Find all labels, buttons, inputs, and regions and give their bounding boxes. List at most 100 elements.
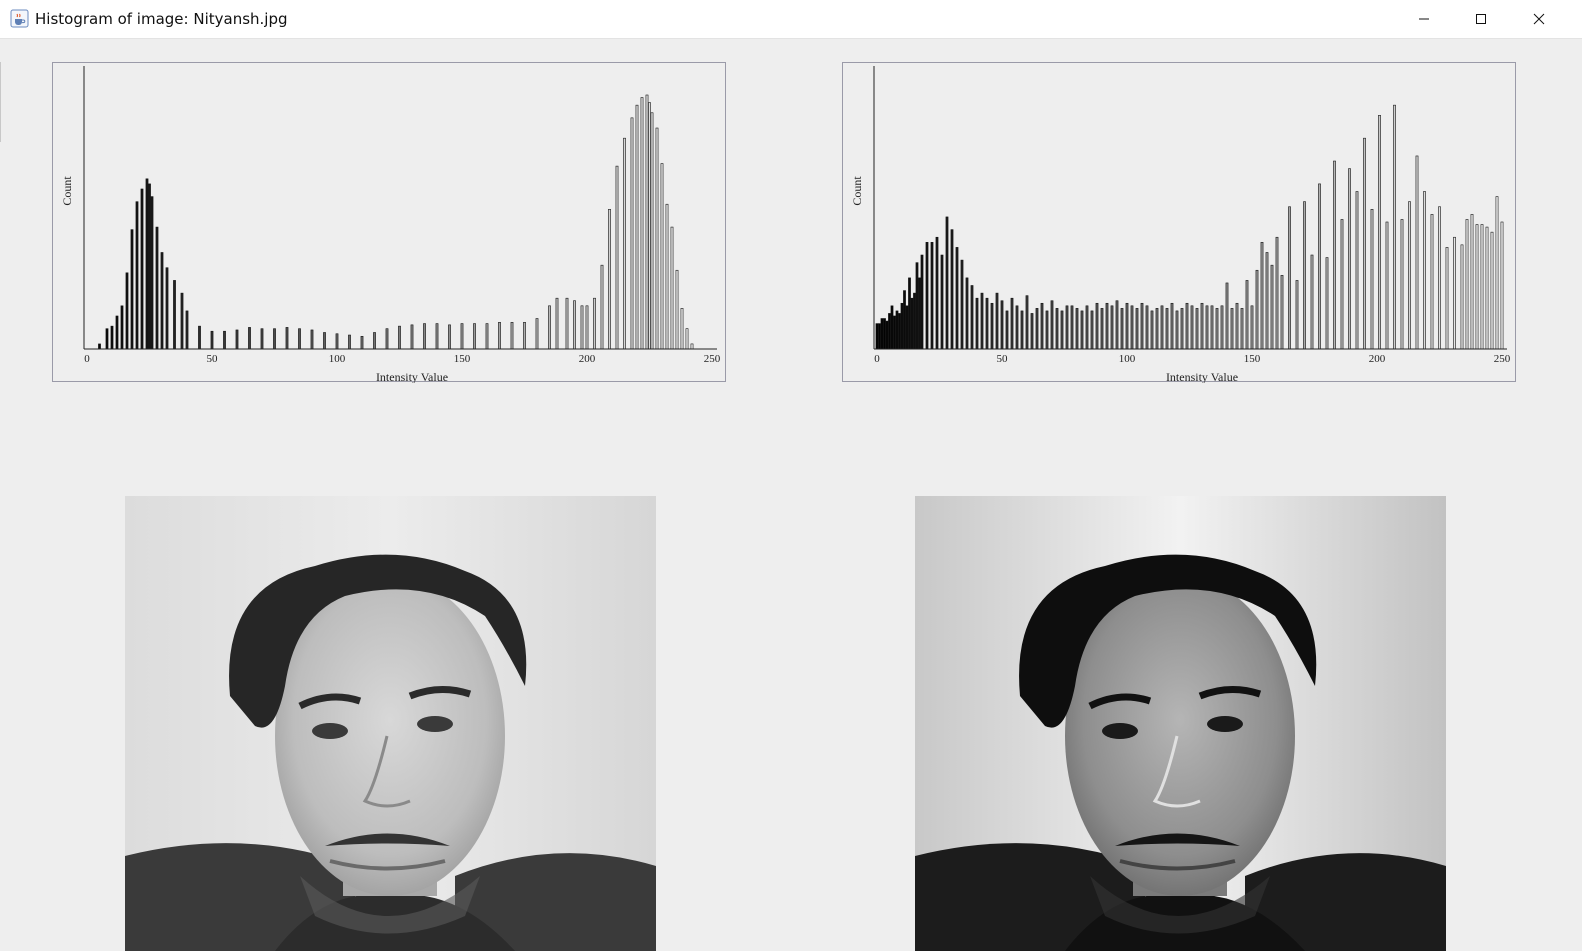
histogram-bar [1015,305,1019,350]
close-icon [1533,13,1545,25]
histogram-bar [165,267,169,350]
histogram-bar [1465,219,1469,350]
histogram-bar [623,137,626,350]
histogram-bar [130,229,134,350]
histogram-bar [148,183,151,350]
histogram-bar [1160,305,1164,350]
histogram-bar [565,297,569,350]
histogram-bar [473,323,476,350]
histogram-bar [995,292,999,350]
histogram-bar [585,305,589,350]
histogram-bar [155,226,159,350]
x-tick-label: 250 [704,353,721,365]
original-histogram-panel: 0 50 100 150 200 250 Intensity Value Count [52,62,726,383]
histogram-bar [965,277,969,350]
histogram-bar [985,297,989,350]
histogram-bar [1500,221,1504,350]
histogram-bar [1280,275,1284,350]
histogram-bar [1415,155,1419,350]
histogram-bar [1000,300,1004,350]
histogram-bar [900,302,904,350]
y-axis-label: Count [850,176,864,206]
x-tick-label: 100 [1119,353,1136,365]
histogram-bar [1090,310,1094,350]
histogram-bar [1175,310,1179,350]
minimize-icon [1419,18,1429,20]
histogram-bar [1370,209,1374,350]
histogram-bar [1095,302,1099,350]
histogram-bar [548,305,551,350]
histogram-bar [1110,305,1114,350]
java-coffee-cup-icon [10,9,29,28]
original-histogram-chart: 0 50 100 150 200 250 Intensity Value Count [60,66,721,383]
histogram-bar [908,277,911,350]
histogram-bar [1235,302,1239,350]
histogram-bar [125,272,129,350]
title-bar: Histogram of image: Nityansh.jpg [0,0,1582,39]
histogram-bar [1010,297,1014,350]
x-tick-label: 100 [329,353,346,365]
histogram-bar [1080,310,1084,350]
histogram-bar [223,330,226,350]
x-tick-label: 200 [579,353,596,365]
histogram-bar [1333,160,1336,350]
histogram-bar [348,334,351,350]
histogram-bar [918,277,921,350]
histogram-bar [398,325,401,350]
histogram-bar [323,332,326,350]
histogram-bar [105,328,109,350]
histogram-bar [385,328,389,350]
x-tick-label: 250 [1494,353,1511,365]
close-button[interactable] [1510,0,1568,38]
histogram-bar [648,102,651,350]
histogram-bar [1495,196,1499,350]
histogram-bar [608,209,611,350]
histogram-bar [1453,236,1456,350]
histogram-bar [1430,214,1434,350]
histogram-bar [1030,313,1034,350]
histogram-bar [675,269,679,350]
histogram-bar [1100,308,1104,350]
histogram-bar [665,203,669,350]
histogram-bar [335,333,339,350]
histogram-bar [1045,310,1049,350]
equalized-histogram-panel: 0 50 100 150 200 250 Intensity Value Count [842,62,1516,383]
x-tick-label: 0 [84,353,90,365]
x-tick-label: 0 [874,353,880,365]
histogram-bar [955,247,959,350]
histogram-bar [890,305,894,350]
histogram-bar [1190,305,1194,350]
histogram-bar [1060,310,1064,350]
histogram-bar [145,178,149,350]
x-tick-label: 50 [997,353,1009,365]
histogram-bar [950,229,954,350]
histogram-bar [883,318,886,350]
histogram-bar [373,332,376,350]
maximize-button[interactable] [1452,0,1510,38]
minimize-button[interactable] [1395,0,1453,38]
histogram-bar [630,117,634,350]
histogram-bar [660,163,664,350]
histogram-bar [1065,305,1069,350]
histogram-bar [485,323,489,350]
maximize-icon [1476,14,1486,24]
histogram-bar [210,330,214,350]
histogram-bar [198,325,201,350]
histogram-bar [1220,305,1224,350]
histogram-bar [1005,310,1009,350]
histogram-bar [920,254,924,350]
histogram-bar [885,320,889,350]
histogram-bar [1260,242,1264,350]
histogram-bar [1385,221,1389,350]
x-tick-label: 150 [1244,353,1261,365]
histogram-bar [880,318,884,350]
histogram-bar [1025,295,1029,350]
histogram-bar [1445,247,1449,350]
histogram-bar [523,322,526,350]
histogram-bar [930,242,934,350]
tick-labels-group: 0 50 100 150 200 250 [84,353,721,365]
x-axis-label: Intensity Value [1166,370,1238,383]
histogram-bar [915,262,919,350]
histogram-bar [1055,308,1059,350]
histogram-bar [650,112,654,350]
